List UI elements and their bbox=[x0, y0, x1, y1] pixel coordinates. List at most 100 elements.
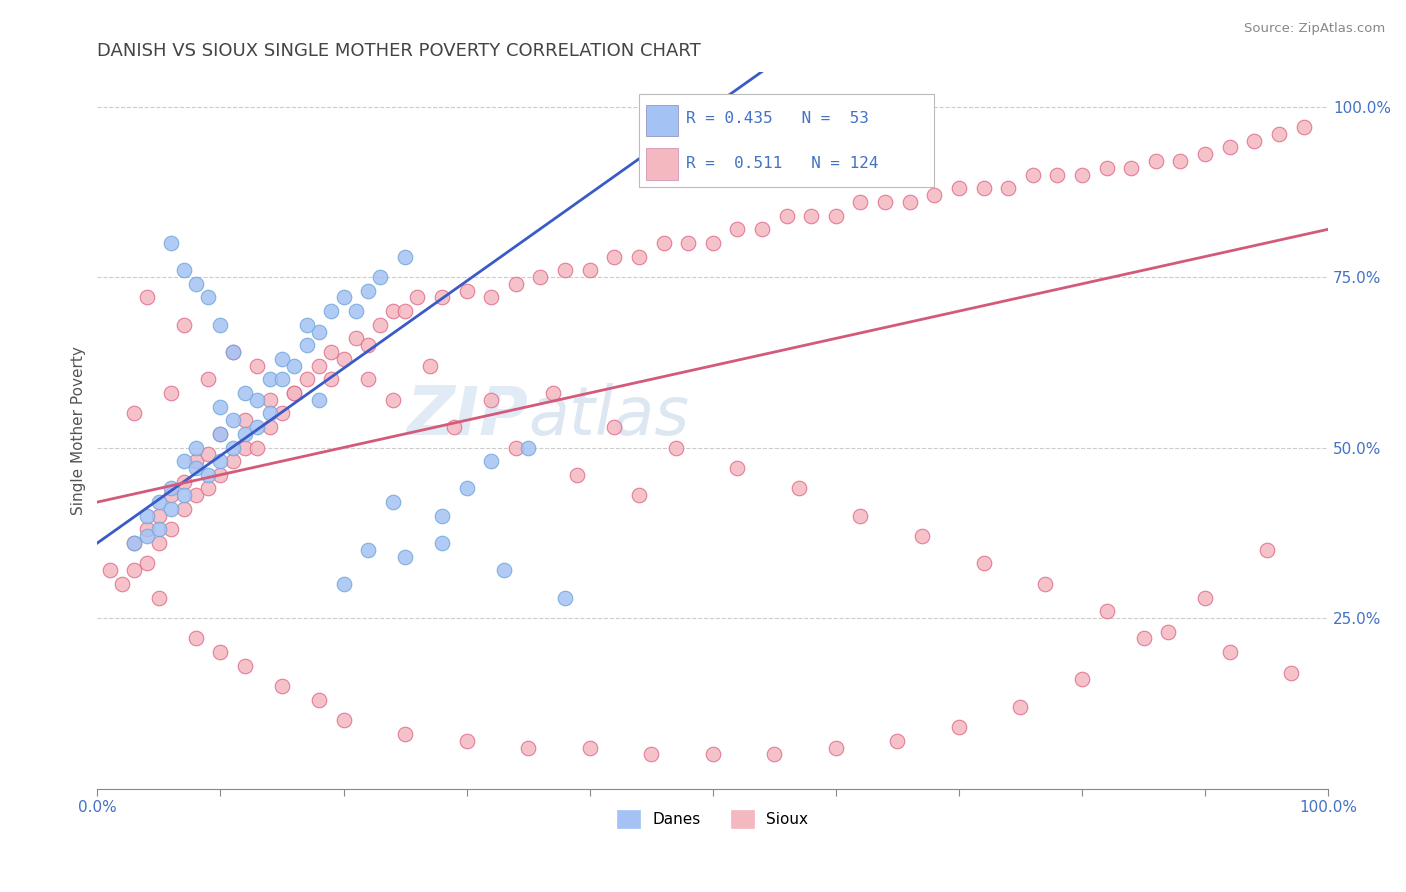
Point bbox=[98, 563, 121, 577]
Point bbox=[603, 250, 626, 264]
Point bbox=[209, 426, 232, 441]
Point bbox=[849, 508, 872, 523]
Point bbox=[259, 392, 281, 407]
Point bbox=[184, 277, 207, 291]
Point bbox=[381, 304, 404, 318]
Point bbox=[283, 386, 305, 401]
Point bbox=[283, 386, 305, 401]
Point bbox=[505, 441, 527, 455]
Point bbox=[160, 522, 183, 536]
Point bbox=[135, 508, 157, 523]
Point bbox=[271, 679, 294, 693]
Point bbox=[357, 372, 380, 386]
Point bbox=[911, 529, 934, 543]
Point bbox=[160, 502, 183, 516]
Point bbox=[197, 447, 219, 461]
Point bbox=[160, 386, 183, 401]
Point bbox=[148, 536, 170, 550]
Point bbox=[246, 420, 269, 434]
Point bbox=[222, 413, 245, 427]
Point bbox=[246, 392, 269, 407]
Point bbox=[173, 263, 195, 277]
Point bbox=[763, 747, 786, 762]
Point bbox=[1095, 161, 1118, 175]
Point bbox=[554, 263, 576, 277]
Point bbox=[1170, 154, 1192, 169]
Point bbox=[135, 522, 157, 536]
Point bbox=[430, 536, 453, 550]
Point bbox=[332, 714, 354, 728]
Point bbox=[1292, 120, 1315, 134]
Point bbox=[394, 304, 416, 318]
Point bbox=[702, 747, 724, 762]
Point bbox=[1033, 577, 1056, 591]
Point bbox=[209, 645, 232, 659]
Point bbox=[381, 495, 404, 509]
Point bbox=[332, 577, 354, 591]
Point bbox=[184, 454, 207, 468]
Point bbox=[184, 488, 207, 502]
Point bbox=[148, 508, 170, 523]
Point bbox=[640, 747, 662, 762]
Point bbox=[973, 181, 995, 195]
Point bbox=[1268, 127, 1291, 141]
Point bbox=[173, 475, 195, 489]
Point bbox=[124, 536, 146, 550]
Point bbox=[148, 522, 170, 536]
Point bbox=[824, 209, 846, 223]
Point bbox=[222, 441, 245, 455]
Point bbox=[357, 338, 380, 352]
Point bbox=[111, 577, 134, 591]
Text: atlas: atlas bbox=[529, 384, 689, 450]
Point bbox=[233, 413, 256, 427]
Point bbox=[308, 392, 330, 407]
Point bbox=[381, 392, 404, 407]
Point bbox=[370, 270, 392, 285]
Point bbox=[357, 542, 380, 557]
Point bbox=[370, 318, 392, 332]
Point bbox=[321, 304, 343, 318]
Text: DANISH VS SIOUX SINGLE MOTHER POVERTY CORRELATION CHART: DANISH VS SIOUX SINGLE MOTHER POVERTY CO… bbox=[97, 42, 702, 60]
Point bbox=[259, 406, 281, 420]
Point bbox=[233, 441, 256, 455]
Point bbox=[505, 277, 527, 291]
Point bbox=[1144, 154, 1167, 169]
Point bbox=[1022, 168, 1045, 182]
Point bbox=[160, 235, 183, 250]
Point bbox=[308, 359, 330, 373]
Point bbox=[160, 488, 183, 502]
Point bbox=[973, 557, 995, 571]
Point bbox=[173, 318, 195, 332]
Point bbox=[197, 467, 219, 482]
Point bbox=[160, 482, 183, 496]
Point bbox=[148, 495, 170, 509]
Point bbox=[751, 222, 773, 236]
Point bbox=[295, 318, 318, 332]
Point bbox=[492, 563, 515, 577]
Text: ZIP: ZIP bbox=[406, 384, 529, 450]
Point bbox=[456, 482, 478, 496]
Point bbox=[148, 591, 170, 605]
Point bbox=[578, 263, 600, 277]
Point bbox=[321, 345, 343, 359]
Point bbox=[259, 372, 281, 386]
Point bbox=[898, 194, 921, 209]
Point bbox=[332, 351, 354, 366]
Text: R = 0.435   N =  53: R = 0.435 N = 53 bbox=[686, 112, 869, 127]
Point bbox=[1095, 604, 1118, 618]
Point bbox=[1071, 168, 1094, 182]
Point bbox=[948, 720, 970, 734]
Point bbox=[419, 359, 441, 373]
Point bbox=[603, 420, 626, 434]
Point bbox=[479, 392, 502, 407]
Point bbox=[295, 372, 318, 386]
Point bbox=[922, 188, 945, 202]
Point bbox=[1219, 140, 1241, 154]
Legend: Danes, Sioux: Danes, Sioux bbox=[612, 804, 814, 835]
Point bbox=[1194, 591, 1216, 605]
Point bbox=[800, 209, 823, 223]
Point bbox=[332, 291, 354, 305]
Point bbox=[394, 250, 416, 264]
Point bbox=[209, 318, 232, 332]
Point bbox=[775, 209, 797, 223]
